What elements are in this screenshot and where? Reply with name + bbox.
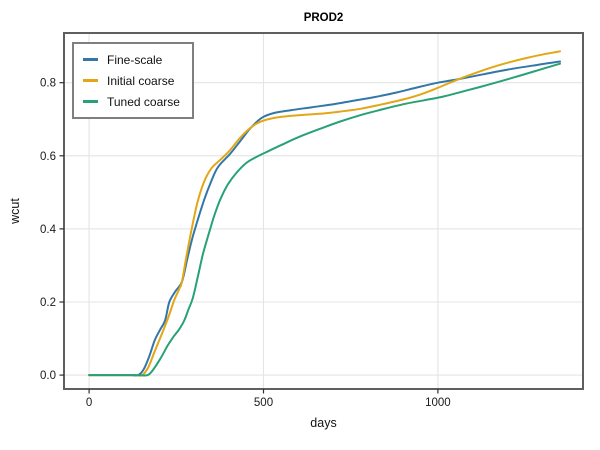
- y-tick-label: 0.0: [40, 370, 56, 382]
- legend-item: Tuned coarse: [83, 91, 186, 112]
- plot-title: PROD2: [303, 12, 344, 24]
- legend-label: Initial coarse: [107, 73, 175, 88]
- series-line-tuned-coarse: [88, 62, 561, 377]
- y-tick-label: 0.2: [40, 297, 56, 309]
- series-line-fine-scale: [88, 60, 561, 377]
- x-tick-label: 500: [254, 397, 273, 409]
- legend-swatch-fine-scale: [83, 58, 98, 61]
- y-tick-label: 0.8: [40, 78, 56, 90]
- y-tick-label: 0.6: [40, 151, 56, 163]
- x-tick-label: 1000: [425, 397, 451, 409]
- x-axis-label: days: [310, 416, 337, 430]
- legend-label: Tuned coarse: [107, 94, 180, 109]
- legend-item: Initial coarse: [83, 70, 186, 91]
- legend-swatch-initial-coarse: [83, 79, 98, 82]
- y-axis-label: wcut: [8, 198, 22, 224]
- y-tick-label: 0.4: [40, 224, 57, 236]
- series-line-initial-coarse: [88, 50, 561, 377]
- legend: Fine-scale Initial coarse Tuned coarse: [72, 42, 194, 119]
- x-tick-label: 0: [86, 397, 92, 409]
- legend-label: Fine-scale: [107, 52, 163, 67]
- legend-item: Fine-scale: [83, 49, 186, 70]
- plot-frame: [63, 32, 584, 390]
- legend-swatch-tuned-coarse: [83, 100, 98, 103]
